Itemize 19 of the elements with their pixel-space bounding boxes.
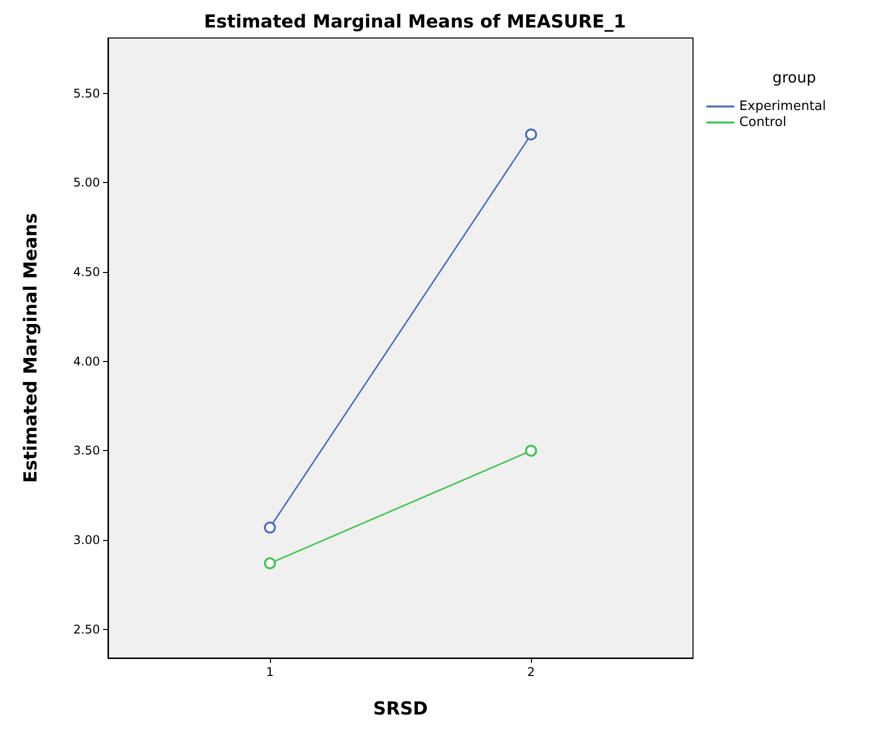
y-axis-title: Estimated Marginal Means <box>20 213 42 483</box>
point <box>525 128 538 140</box>
legend-label: Control <box>739 115 786 130</box>
legend-label: Experimental <box>739 99 826 114</box>
legend-title: group <box>772 68 816 86</box>
y-tick-label: 4.50 <box>73 265 100 280</box>
point <box>264 557 276 570</box>
x-axis-title: SRSD <box>373 698 428 720</box>
chart-title: Estimated Marginal Means of MEASURE_1 <box>204 12 626 32</box>
x-tick-label: 2 <box>527 665 535 679</box>
y-tick-label: 5.00 <box>73 176 100 190</box>
y-tick-label: 2.50 <box>73 622 100 636</box>
y-tick-label: 5.50 <box>73 86 100 100</box>
y-tick-label: 3.00 <box>73 533 100 548</box>
y-tick-label: 4.00 <box>73 354 100 368</box>
point <box>264 522 276 534</box>
y-tick-label: 3.50 <box>73 444 100 458</box>
point <box>525 444 538 457</box>
x-tick-label: 1 <box>266 665 274 679</box>
